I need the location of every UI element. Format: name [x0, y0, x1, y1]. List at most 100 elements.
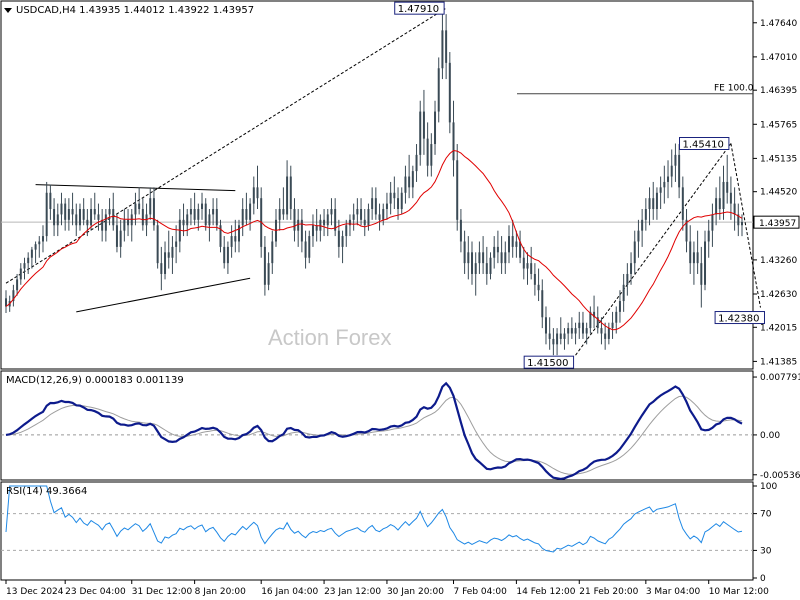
candle [478, 241, 481, 274]
candle-body [570, 328, 573, 334]
candle [371, 187, 374, 220]
candle-body [419, 111, 422, 155]
candle-body [378, 214, 381, 220]
candle-body [152, 198, 155, 226]
candle-body [567, 328, 570, 334]
candle [208, 209, 211, 242]
candle-body [12, 290, 15, 302]
candle [422, 89, 425, 155]
candle [16, 273, 19, 296]
price-tick-label: 1.43260 [760, 256, 797, 266]
candle [485, 246, 488, 285]
candle-body [537, 284, 540, 291]
candle [356, 198, 359, 226]
candle-body [367, 209, 370, 226]
candle-body [692, 252, 695, 264]
time-tick-label: 8 Jan 20:00 [195, 587, 247, 597]
candle [53, 198, 56, 237]
candle-body [722, 181, 725, 210]
candle-body [563, 333, 566, 339]
candle [249, 198, 252, 231]
candle-body [119, 230, 122, 247]
candle-body [574, 328, 577, 334]
candle-body [138, 203, 141, 210]
candle [278, 198, 281, 231]
price-axis: 1.47640 1.47010 1.46395 1.45765 1.45135 1.445… [753, 19, 800, 367]
time-tick-label: 21 Feb 20:00 [579, 587, 638, 597]
candle [570, 317, 573, 339]
candle [178, 209, 181, 253]
candle [630, 252, 633, 285]
candle-body [663, 181, 666, 188]
time-tick-label: 3 Mar 04:00 [646, 587, 701, 597]
candle [167, 230, 170, 269]
candle-body [426, 138, 429, 166]
candle-body [626, 273, 629, 285]
candle-body [655, 192, 658, 210]
candle-body [700, 263, 703, 285]
candle [19, 263, 22, 285]
candle-body [134, 203, 137, 215]
candle-body [593, 311, 596, 318]
candle [519, 230, 522, 264]
dashed-trendline-feb [575, 143, 732, 356]
candle-body [556, 333, 559, 345]
candle-body [16, 279, 19, 291]
candle-body [71, 209, 74, 215]
candle [60, 192, 63, 226]
candle-body [278, 209, 281, 220]
candle-body [371, 198, 374, 210]
candle [548, 317, 551, 350]
candle-body [219, 225, 222, 247]
candle-body [448, 62, 451, 123]
candle [363, 209, 366, 237]
candle [400, 187, 403, 215]
candle-body [60, 203, 63, 215]
candle [56, 203, 59, 237]
candle-body [252, 187, 255, 204]
price-tick-label: 1.45765 [760, 120, 797, 130]
candle-body [415, 154, 418, 172]
candle [463, 230, 466, 274]
candle [526, 252, 529, 285]
macd-line [5, 381, 743, 481]
candle [648, 187, 651, 226]
candle-body [615, 311, 618, 323]
candle-body [34, 244, 37, 250]
candle-body [45, 192, 48, 237]
candle [138, 187, 141, 215]
candle [456, 144, 459, 231]
candle [496, 230, 499, 264]
current-price-box [753, 215, 800, 229]
candle [722, 165, 725, 220]
candle [389, 181, 392, 215]
dropdown-triangle-icon[interactable] [4, 8, 12, 13]
candle [104, 209, 107, 242]
time-tick-label: 13 Dec 2024 [6, 587, 64, 597]
candle-body [256, 187, 259, 199]
candle [533, 263, 536, 296]
candle [556, 328, 559, 356]
time-tick-label: 16 Jan 04:00 [261, 587, 318, 597]
candle [112, 192, 115, 231]
candle-body [345, 225, 348, 237]
candle-body [90, 209, 93, 226]
candle [319, 214, 322, 242]
candle-body [578, 322, 581, 329]
candle [256, 165, 259, 210]
candle-body [127, 219, 130, 226]
candle [411, 165, 414, 199]
price-tick-label: 1.46395 [760, 86, 797, 96]
candle [212, 198, 215, 226]
candle [252, 176, 255, 215]
candle [41, 225, 44, 253]
candle [611, 311, 614, 339]
candle [696, 230, 699, 274]
candle [689, 225, 692, 274]
candle-body [422, 111, 425, 139]
candle [563, 328, 566, 350]
candle-body [522, 257, 525, 269]
candle [581, 311, 584, 339]
candle [219, 219, 222, 253]
